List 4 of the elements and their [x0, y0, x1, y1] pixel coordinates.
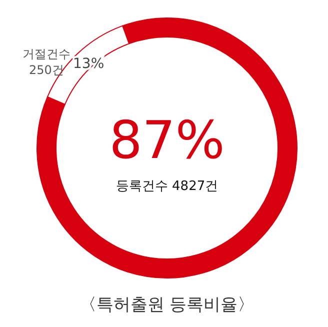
text: 〈특허출원 등록비율〉: [79, 295, 255, 315]
slice-label: 거절건수 250건: [22, 47, 70, 78]
data-label: 87%: [109, 111, 225, 171]
slice-label: 등록건수 4827건: [116, 179, 218, 194]
